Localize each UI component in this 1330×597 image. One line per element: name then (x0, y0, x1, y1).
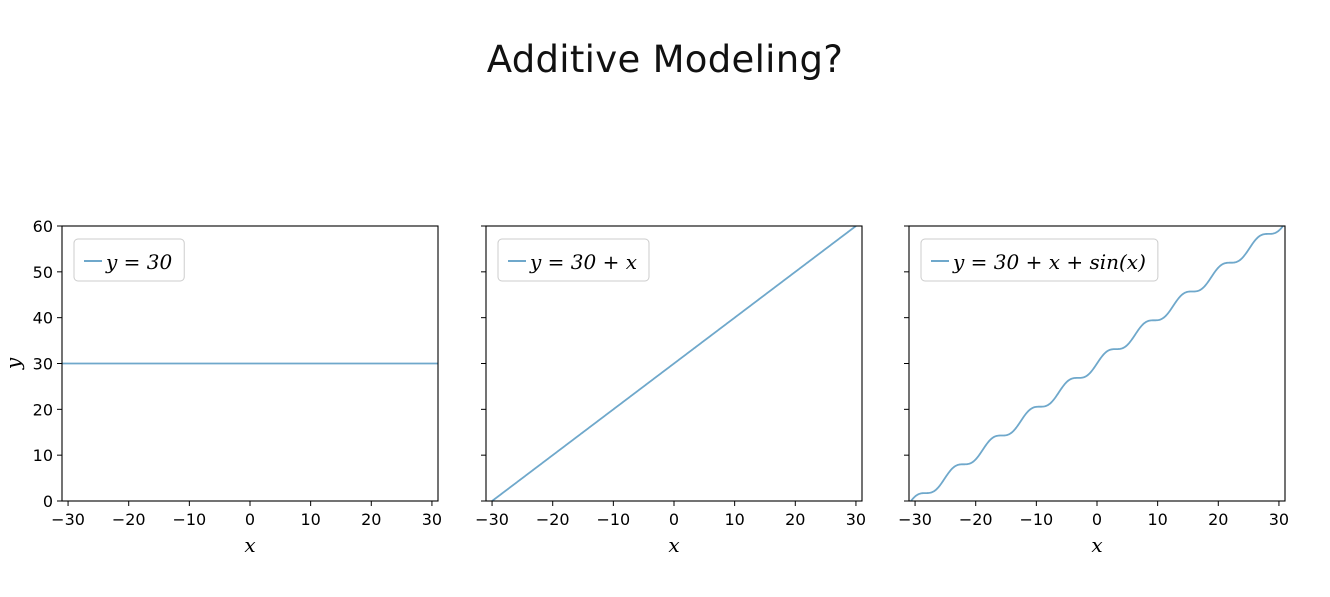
y-tick-label: 40 (33, 309, 53, 328)
y-tick-label: 30 (33, 355, 53, 374)
chart-panel-3: −30 −20 −10 0 10 20 30 x y = 30 + x + sin(x) (898, 225, 1289, 557)
y-axis-label: y (1, 357, 25, 370)
x-tick-label: −10 (172, 510, 206, 529)
x-tick-label: −10 (596, 510, 630, 529)
x-tick-label: 0 (669, 510, 679, 529)
x-tick-label: −20 (112, 510, 146, 529)
x-tick-label: 20 (361, 510, 381, 529)
y-tick-label: 60 (33, 217, 53, 236)
series-line-2-1 (490, 226, 858, 501)
x-tick-label: 0 (1092, 510, 1102, 529)
x-axis-label: x (668, 533, 679, 557)
legend-label: y = 30 (105, 250, 172, 274)
x-tick-label: 20 (785, 510, 805, 529)
legend-box (73, 238, 185, 282)
y-tick-label: 20 (33, 400, 53, 419)
x-tick-label: −10 (1019, 510, 1053, 529)
x-tick-label: −30 (51, 510, 85, 529)
x-tick-label: 10 (724, 510, 744, 529)
x-axis-label: x (1091, 533, 1102, 557)
legend-label: y = 30 + x (529, 250, 637, 274)
x-tick-label: 20 (1208, 510, 1228, 529)
y-tick-label: 0 (43, 492, 53, 511)
legend-label: y = 30 + x + sin(x) (952, 250, 1146, 274)
legend-box (920, 238, 1159, 282)
x-tick-label: −20 (959, 510, 993, 529)
chart-panel-1: −30 −20 −10 0 10 20 30 0 10 20 30 40 50 60 x y y = 30 (1, 217, 442, 557)
x-tick-label: −20 (536, 510, 570, 529)
x-tick-label: 30 (1269, 510, 1289, 529)
x-tick-label: −30 (898, 510, 932, 529)
series-line-3-1 (909, 226, 1285, 501)
y-tick-label: 10 (33, 446, 53, 465)
x-tick-label: 10 (1147, 510, 1167, 529)
x-tick-label: 0 (245, 510, 255, 529)
legend-box (497, 238, 650, 282)
chart-panel-2: −30 −20 −10 0 10 20 30 x y = 30 + x (475, 225, 866, 557)
y-tick-label: 50 (33, 263, 53, 282)
slide-title: Additive Modeling? (486, 38, 844, 81)
x-tick-label: −30 (475, 510, 509, 529)
x-tick-label: 10 (300, 510, 320, 529)
x-tick-label: 30 (846, 510, 866, 529)
x-axis-label: x (244, 533, 255, 557)
x-tick-label: 30 (422, 510, 442, 529)
